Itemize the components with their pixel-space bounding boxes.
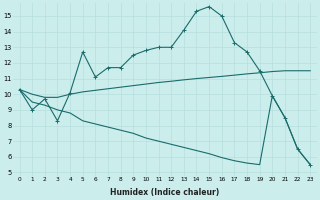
X-axis label: Humidex (Indice chaleur): Humidex (Indice chaleur)	[110, 188, 220, 197]
